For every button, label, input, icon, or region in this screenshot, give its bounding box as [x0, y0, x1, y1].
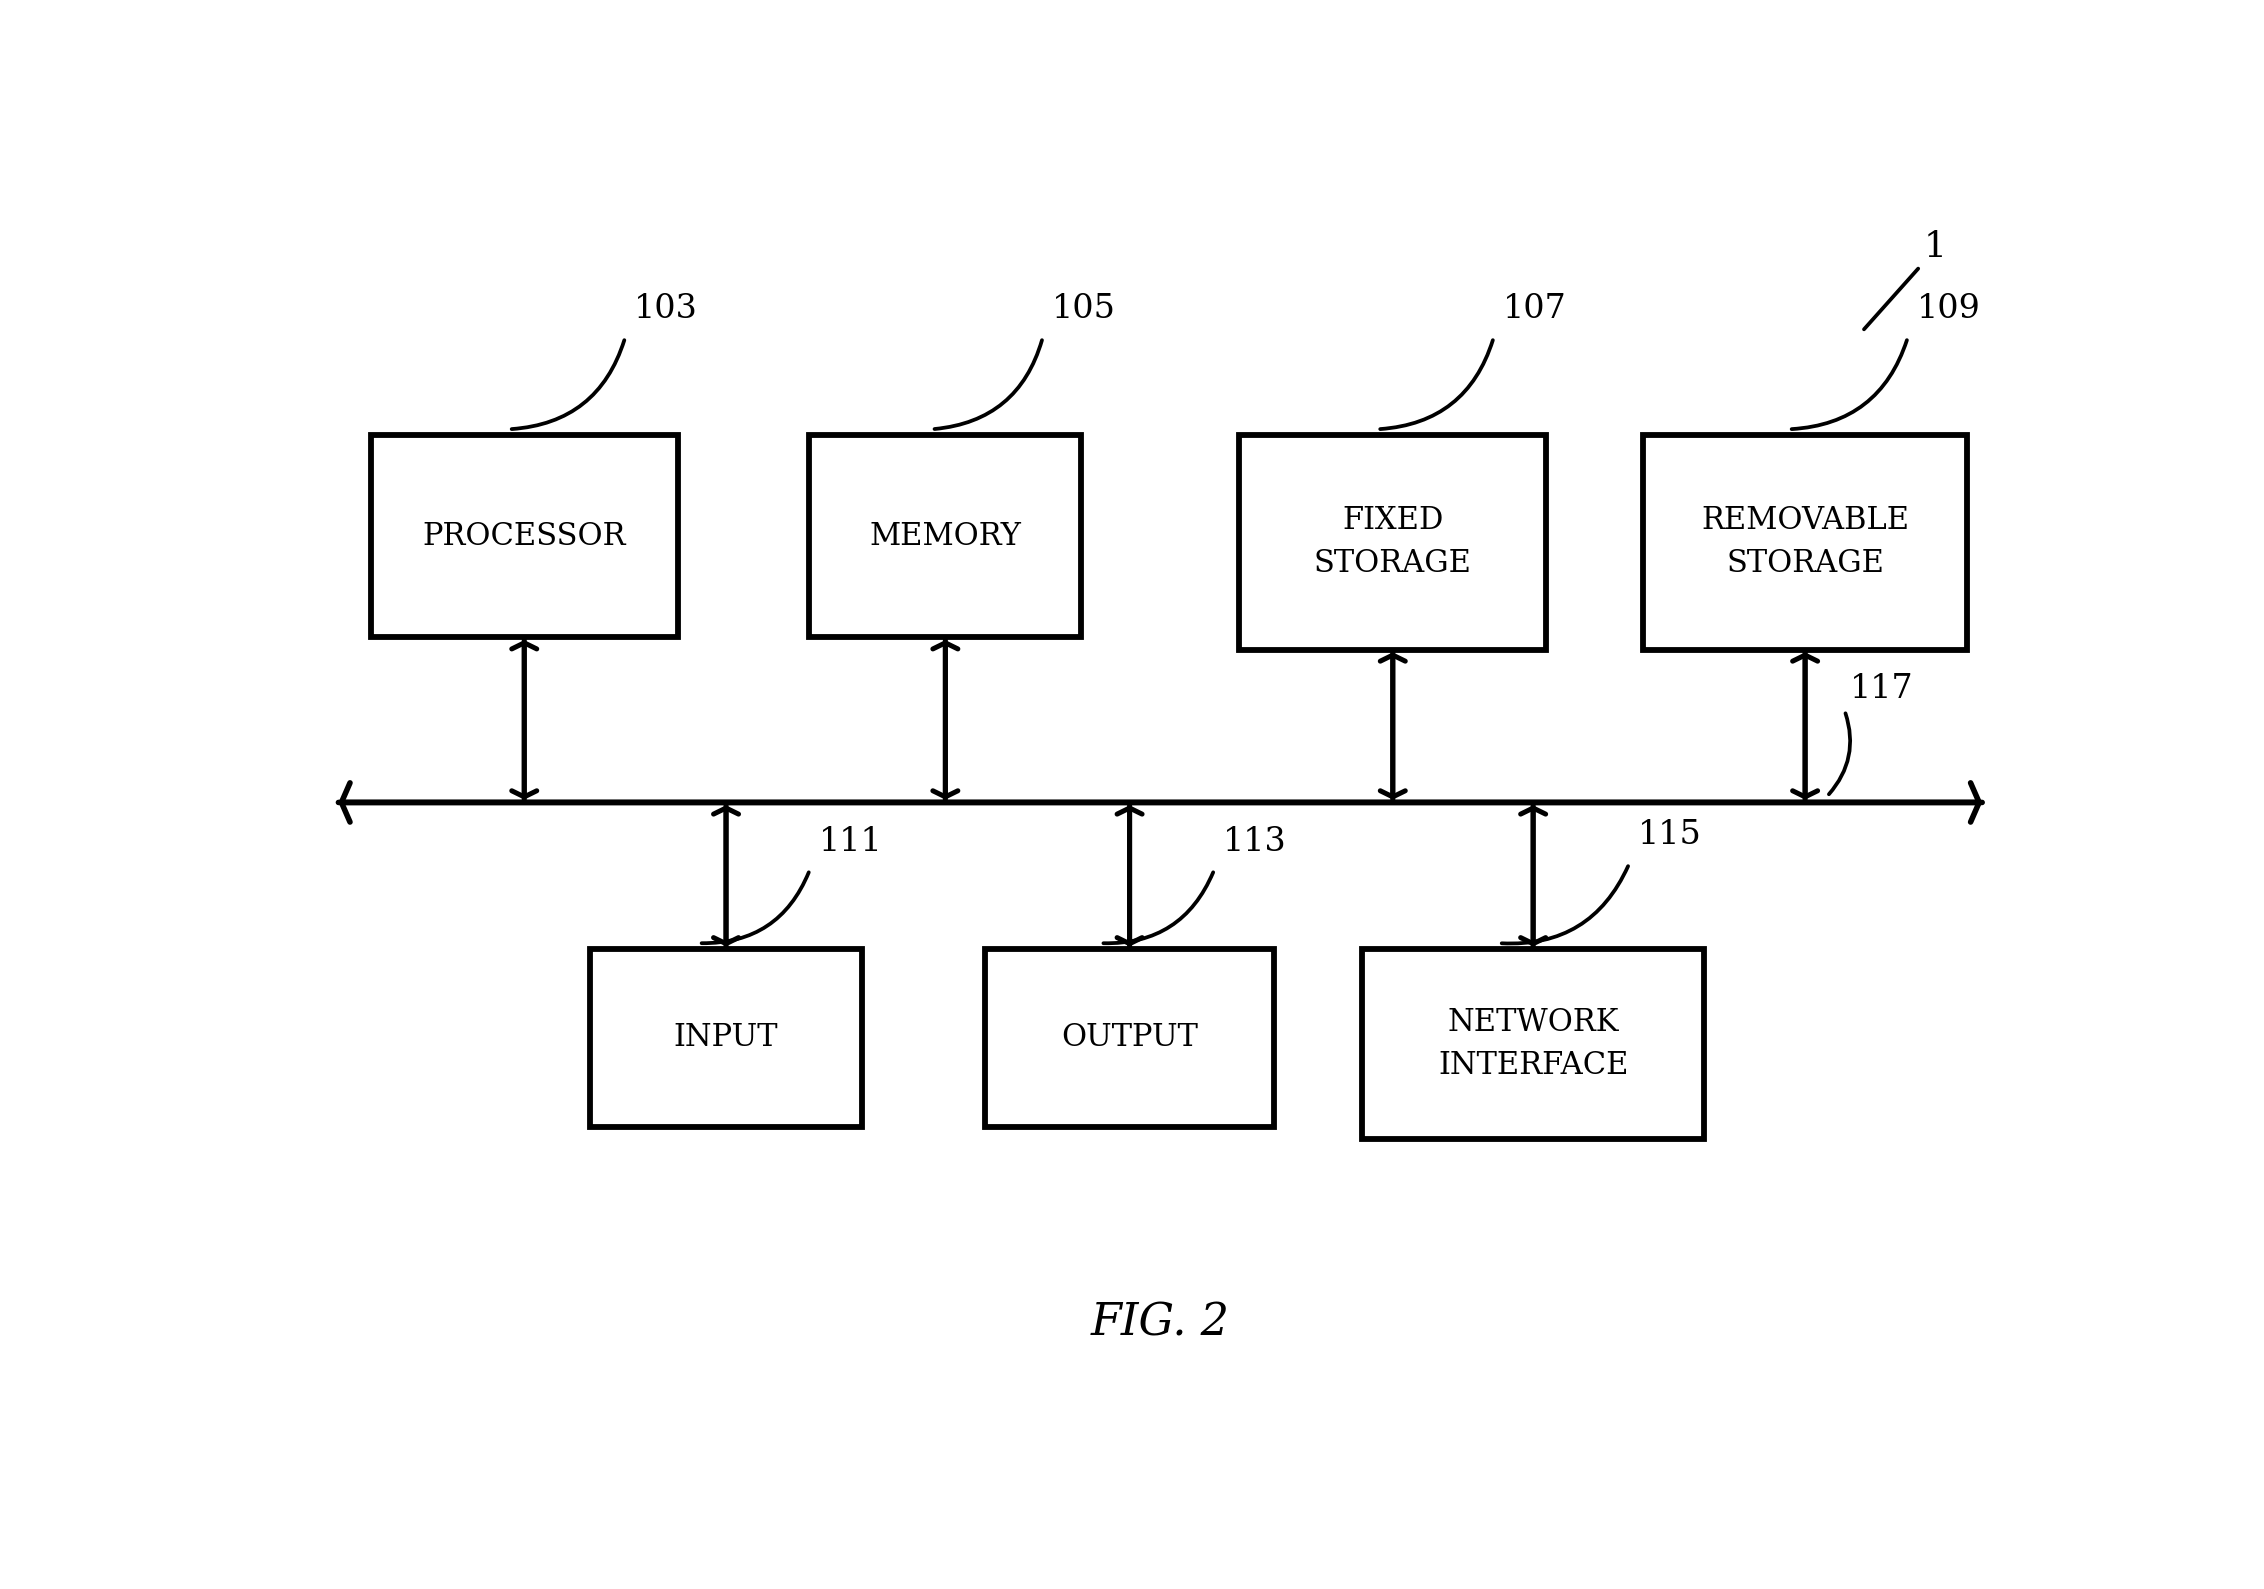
Bar	[591, 949, 863, 1127]
Text: INPUT: INPUT	[675, 1022, 779, 1054]
Text: NETWORK
INTERFACE: NETWORK INTERFACE	[1438, 1007, 1628, 1081]
Bar	[811, 435, 1082, 637]
Text: 103: 103	[634, 294, 697, 326]
Text: OUTPUT: OUTPUT	[1062, 1022, 1198, 1054]
Bar	[1238, 435, 1546, 650]
Bar	[985, 949, 1275, 1127]
Text: 111: 111	[820, 826, 883, 858]
Text: FIXED
STORAGE: FIXED STORAGE	[1313, 505, 1472, 580]
Bar	[1644, 435, 1967, 650]
Text: 105: 105	[1050, 294, 1116, 326]
Text: PROCESSOR: PROCESSOR	[423, 521, 627, 551]
Text: 107: 107	[1503, 294, 1567, 326]
Text: 115: 115	[1637, 820, 1703, 852]
Text: 1: 1	[1924, 230, 1947, 264]
Text: REMOVABLE
STORAGE: REMOVABLE STORAGE	[1700, 505, 1909, 580]
Text: FIG. 2: FIG. 2	[1091, 1301, 1229, 1344]
Text: 117: 117	[1850, 672, 1913, 704]
Text: MEMORY: MEMORY	[869, 521, 1021, 551]
Bar	[1363, 949, 1705, 1139]
Text: 109: 109	[1918, 294, 1981, 326]
Text: 113: 113	[1223, 826, 1286, 858]
Bar	[371, 435, 677, 637]
